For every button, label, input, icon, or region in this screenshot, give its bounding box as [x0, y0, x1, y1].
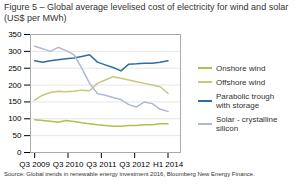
- svg-text:H1 2014: H1 2014: [153, 160, 184, 169]
- svg-text:200: 200: [8, 81, 22, 90]
- svg-text:Q3 2010: Q3 2010: [53, 160, 84, 169]
- html-text:Offshore wind: Offshore wind: [216, 77, 266, 87]
- svg-text:250: 250: [8, 64, 22, 73]
- svg-text:150: 150: [8, 97, 22, 106]
- svg-text:350: 350: [8, 30, 22, 39]
- svg-text:0: 0: [17, 148, 22, 157]
- html-text:Source: Global trends in renew: Source: Global trends in renewable energ…: [4, 171, 255, 177]
- svg-text:Q3 2011: Q3 2011: [86, 160, 117, 169]
- html-text:Solar - crystalline silicon: Solar - crystalline silicon: [216, 114, 278, 133]
- html-text:Parabolic trough with storage: Parabolic trough with storage: [216, 91, 275, 110]
- svg-text:Q3 2009: Q3 2009: [19, 160, 50, 169]
- svg-text:300: 300: [8, 47, 22, 56]
- html-text:Onshore wind: Onshore wind: [216, 63, 266, 73]
- svg-text:Q3 2012: Q3 2012: [119, 160, 150, 169]
- svg-text:100: 100: [8, 114, 22, 123]
- svg-text:50: 50: [13, 131, 22, 140]
- html-text:Figure 5 – Global average leve: Figure 5 – Global average levelised cost…: [4, 2, 289, 23]
